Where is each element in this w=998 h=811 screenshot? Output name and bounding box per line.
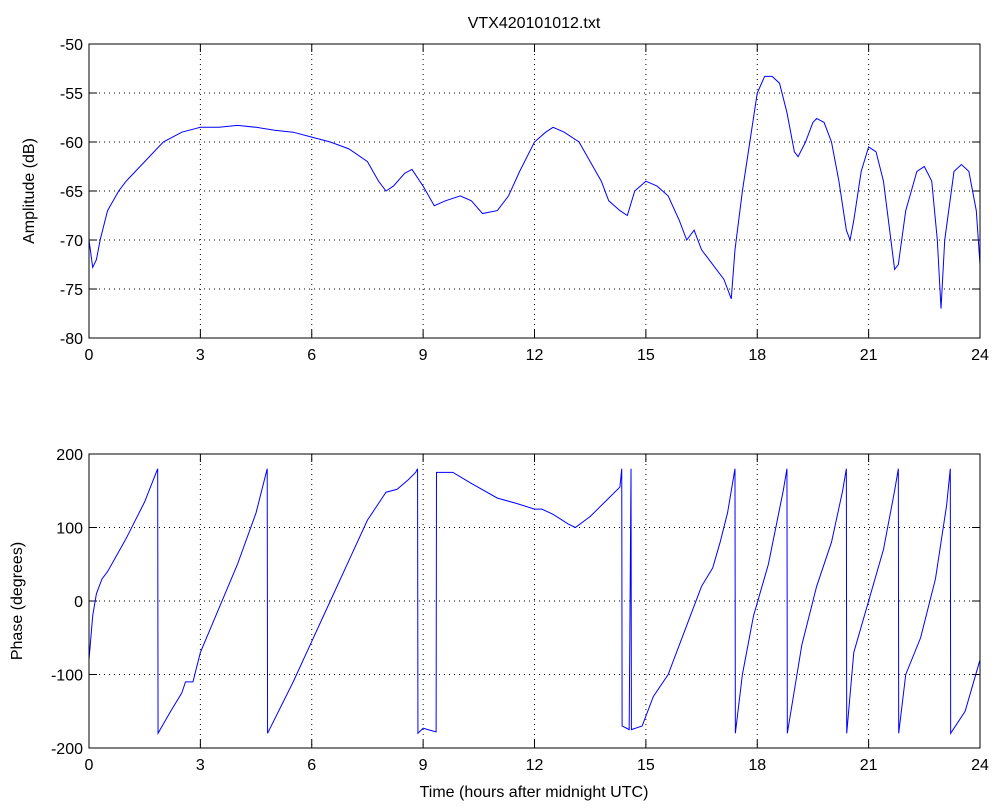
y-tick-label: 200: [56, 447, 83, 464]
x-tick-label: 0: [85, 347, 94, 364]
y-tick-label: -75: [60, 282, 83, 299]
y-tick-label: -65: [60, 184, 83, 201]
y-tick-label: 0: [74, 594, 83, 611]
y-axis-label: Amplitude (dB): [21, 138, 38, 244]
x-tick-label: 12: [526, 757, 544, 774]
x-tick-label: 6: [307, 347, 316, 364]
x-tick-label: 21: [860, 347, 878, 364]
x-axis-label: Time (hours after midnight UTC): [420, 784, 649, 801]
x-tick-label: 9: [419, 347, 428, 364]
x-tick-label: 6: [307, 757, 316, 774]
y-tick-label: 100: [56, 521, 83, 538]
axes-frame: [88, 453, 981, 749]
y-tick-label: -100: [51, 668, 83, 685]
x-tick-label: 18: [748, 757, 766, 774]
y-tick-label: -55: [60, 86, 83, 103]
data-line: [88, 468, 981, 736]
x-tick-label: 18: [748, 347, 766, 364]
x-tick-label: 0: [85, 757, 94, 774]
y-tick-label: -60: [60, 135, 83, 152]
x-tick-label: 15: [637, 757, 655, 774]
x-tick-label: 12: [526, 347, 544, 364]
data-line: [88, 75, 981, 309]
axes-frame: [88, 43, 981, 339]
x-tick-label: 15: [637, 347, 655, 364]
x-tick-label: 21: [860, 757, 878, 774]
y-tick-label: -200: [51, 741, 83, 758]
y-tick-label: -70: [60, 233, 83, 250]
chart-title: VTX420101012.txt: [468, 15, 601, 32]
x-tick-label: 9: [419, 757, 428, 774]
x-tick-label: 3: [196, 347, 205, 364]
x-tick-label: 24: [971, 757, 989, 774]
x-tick-label: 24: [971, 347, 989, 364]
y-tick-label: -50: [60, 37, 83, 54]
y-tick-label: -80: [60, 331, 83, 348]
x-tick-label: 3: [196, 757, 205, 774]
y-axis-label: Phase (degrees): [9, 542, 26, 660]
